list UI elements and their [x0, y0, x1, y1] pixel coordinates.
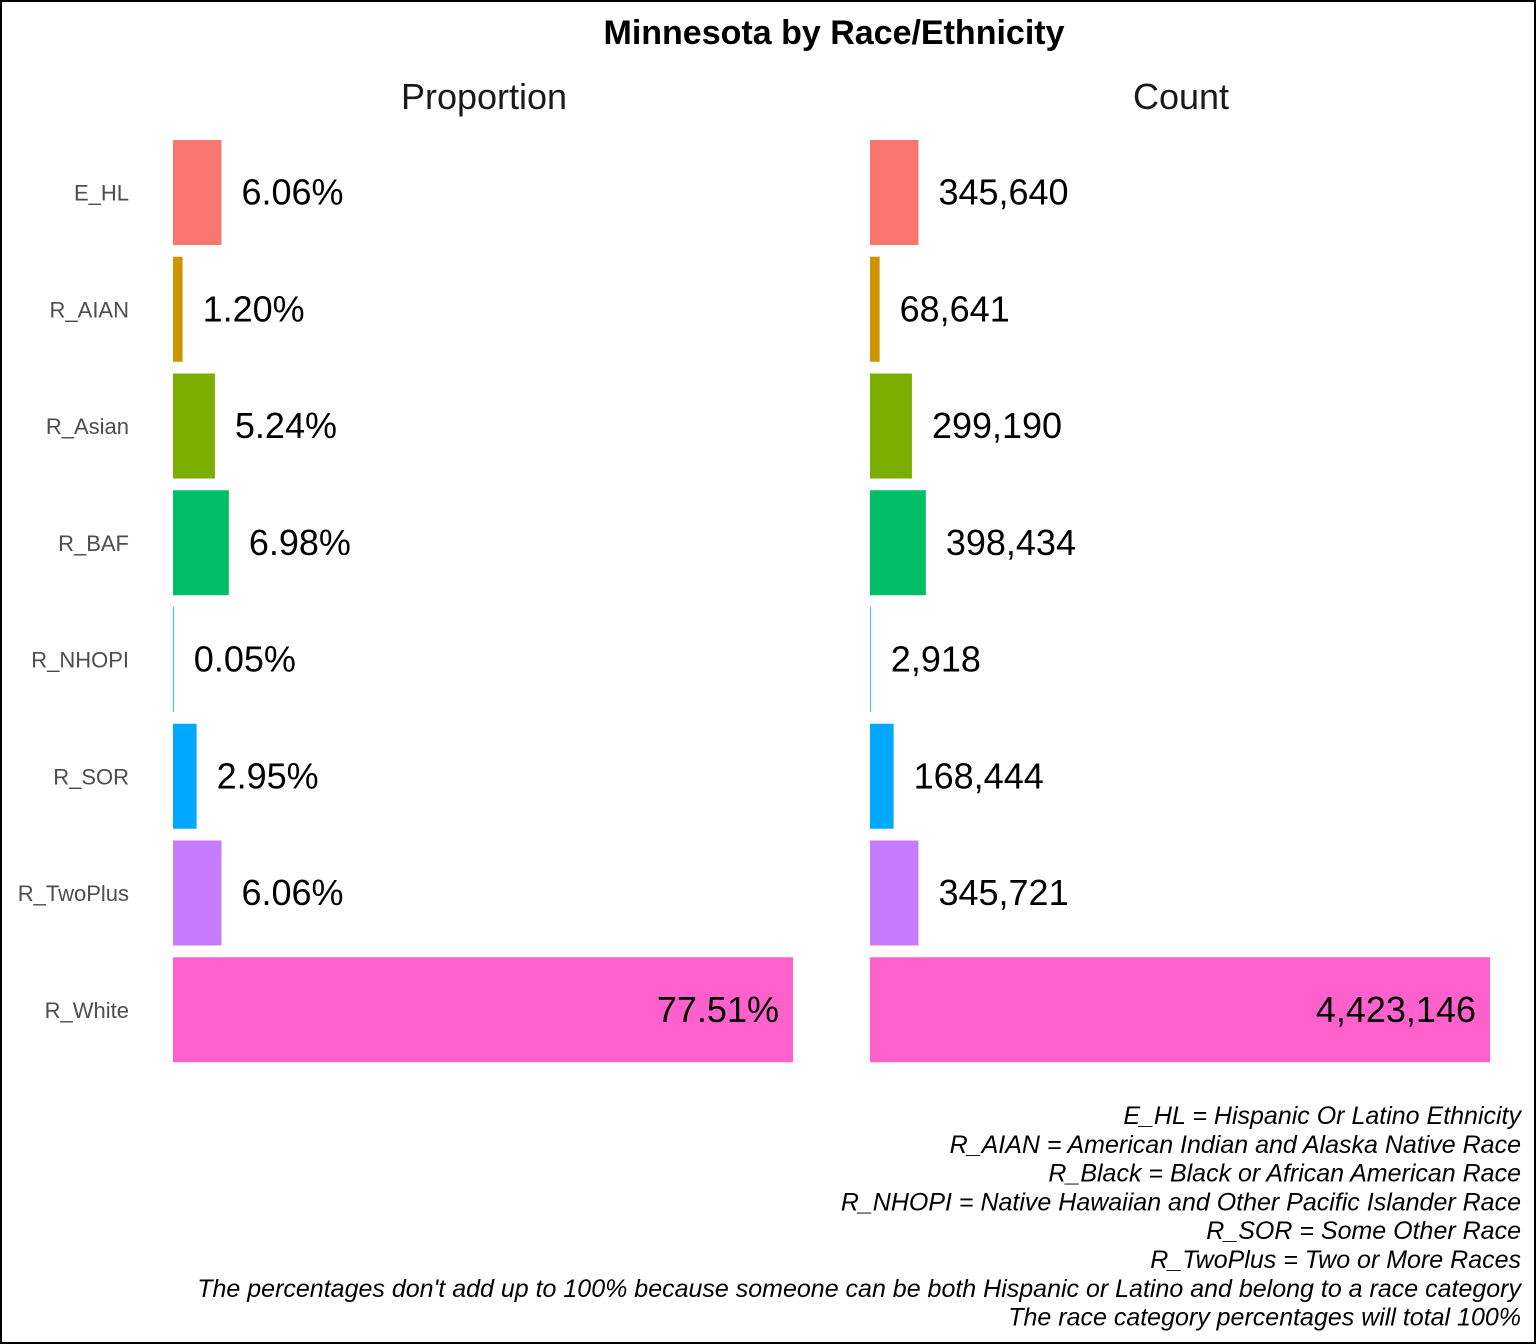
- data-label-proportion-r-baf: 6.98%: [249, 522, 351, 563]
- data-label-count-r-baf: 398,434: [946, 522, 1076, 563]
- category-label-r-twoplus: R_TwoPlus: [18, 881, 129, 906]
- category-label-r-asian: R_Asian: [46, 414, 129, 439]
- data-label-proportion-r-twoplus: 6.06%: [241, 872, 343, 913]
- caption-line: The percentages don't add up to 100% bec…: [197, 1275, 1522, 1303]
- bar-proportion-r-aian: [173, 256, 183, 362]
- category-label-r-white: R_White: [45, 998, 129, 1023]
- proportion-panel: 6.06% 1.20% 5.24% 6.98% 0.05% 2.95% 6.06% 77.51…: [173, 140, 793, 1063]
- caption-line: R_Black = Black or African American Race: [1048, 1160, 1521, 1188]
- bar-proportion-r-nhopi: [173, 607, 174, 712]
- data-label-count-r-asian: 299,190: [932, 405, 1062, 446]
- caption-line: R_AIAN = American Indian and Alaska Nati…: [950, 1131, 1521, 1159]
- bar-count-r-aian: [870, 256, 880, 362]
- category-label-e-hl: E_HL: [74, 181, 129, 206]
- caption-line: The race category percentages will total…: [1008, 1304, 1521, 1332]
- caption-line: E_HL = Hispanic Or Latino Ethnicity: [1123, 1102, 1522, 1130]
- data-label-count-r-nhopi: 2,918: [891, 639, 981, 680]
- data-label-count-r-aian: 68,641: [900, 288, 1010, 329]
- data-label-count-r-twoplus: 345,721: [938, 872, 1068, 913]
- caption: E_HL = Hispanic Or Latino EthnicityR_AIA…: [197, 1102, 1522, 1332]
- category-label-r-baf: R_BAF: [58, 531, 129, 556]
- bar-proportion-r-sor: [173, 723, 197, 829]
- count-panel: 345,640 68,641 299,190 398,434 2,918 168,444 3…: [870, 140, 1490, 1063]
- data-label-count-r-sor: 168,444: [914, 755, 1044, 796]
- bar-count-r-twoplus: [870, 840, 919, 946]
- category-axis: E_HL R_AIAN R_Asian R_BAF R_NHOPI R_SOR R_TwoP…: [18, 181, 129, 1023]
- bar-count-r-sor: [870, 723, 894, 829]
- panel-title-count: Count: [1133, 76, 1229, 117]
- bar-count-r-white: [870, 957, 1490, 1063]
- bar-count-r-baf: [870, 490, 926, 596]
- bar-count-r-asian: [870, 373, 912, 479]
- bar-proportion-r-twoplus: [173, 840, 222, 946]
- data-label-count-e-hl: 345,640: [938, 172, 1068, 213]
- category-label-r-sor: R_SOR: [53, 764, 129, 789]
- caption-line: R_NHOPI = Native Hawaiian and Other Paci…: [841, 1188, 1521, 1216]
- data-label-proportion-r-sor: 2.95%: [217, 755, 319, 796]
- data-label-proportion-r-nhopi: 0.05%: [194, 639, 296, 680]
- bar-proportion-r-white: [173, 957, 793, 1063]
- chart-title: Minnesota by Race/Ethnicity: [604, 14, 1065, 52]
- panel-title-proportion: Proportion: [401, 76, 567, 117]
- caption-line: R_TwoPlus = Two or More Races: [1150, 1246, 1521, 1274]
- data-label-proportion-r-asian: 5.24%: [235, 405, 337, 446]
- data-label-proportion-r-white: 77.51%: [657, 989, 779, 1030]
- data-label-count-r-white: 4,423,146: [1316, 989, 1476, 1030]
- bar-proportion-r-baf: [173, 490, 229, 596]
- bar-proportion-e-hl: [173, 140, 222, 245]
- data-label-proportion-r-aian: 1.20%: [203, 288, 305, 329]
- category-label-r-nhopi: R_NHOPI: [31, 648, 129, 673]
- bar-count-e-hl: [870, 140, 919, 245]
- bar-count-r-nhopi: [870, 607, 871, 712]
- bar-proportion-r-asian: [173, 373, 215, 479]
- caption-line: R_SOR = Some Other Race: [1206, 1217, 1521, 1245]
- data-label-proportion-e-hl: 6.06%: [241, 172, 343, 213]
- category-label-r-aian: R_AIAN: [50, 297, 129, 322]
